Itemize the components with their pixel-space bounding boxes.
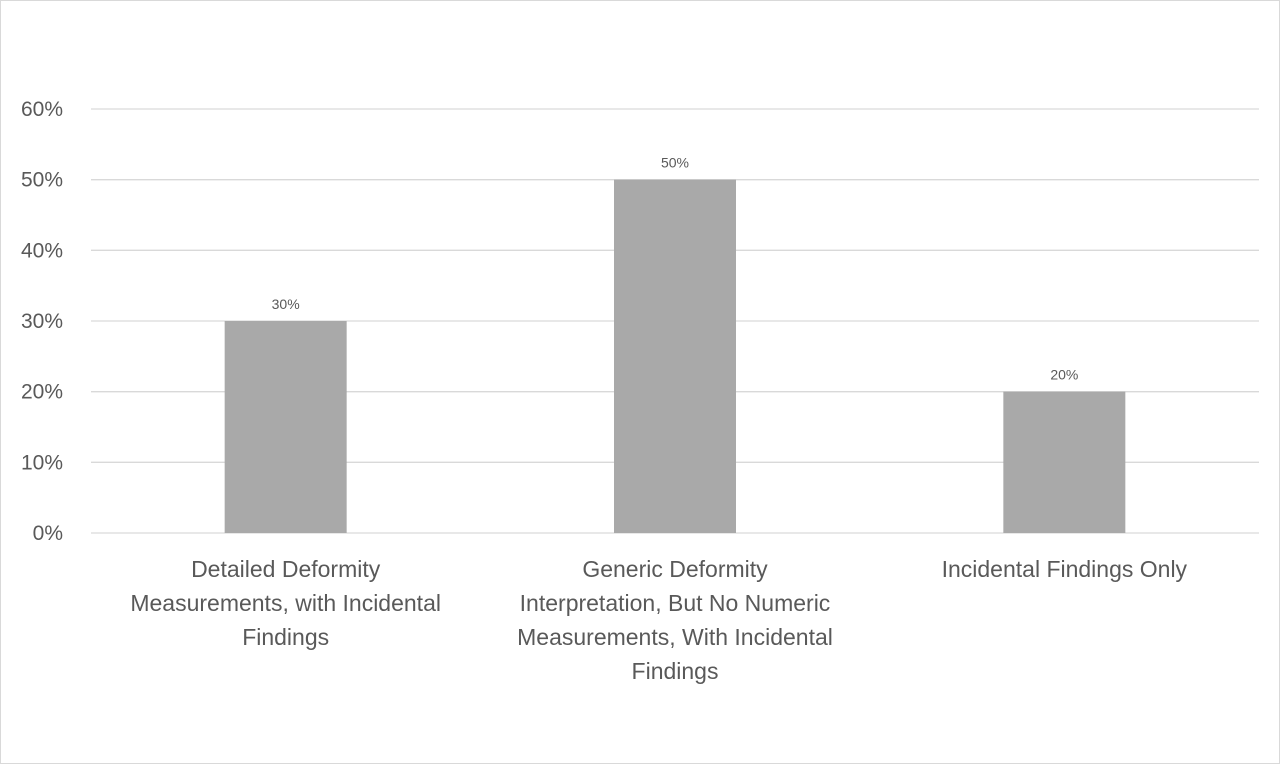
y-tick-label: 0% [33,522,63,545]
y-tick-label: 40% [21,239,63,262]
bar-1 [224,321,347,533]
x-category-label-line: Detailed Deformity [191,556,381,582]
y-tick-label: 10% [21,451,63,474]
x-category-label: Generic Deformity Interpretation, But No … [517,556,833,684]
y-tick-label: 50% [21,169,63,192]
y-axis-ticks: 0% 10% 20% 30% 40% 50% 60% [21,98,63,545]
x-axis-labels: Detailed Deformity Measurements, with Inc… [130,556,1187,684]
x-category-label-line: Interpretation, But No Numeric [520,590,831,616]
bars [224,179,1126,533]
x-category-label-line: Measurements, with Incidental [130,590,441,616]
y-tick-label: 30% [21,310,63,333]
x-category-label-line: Measurements, With Incidental [517,624,833,650]
x-category-label: Detailed Deformity Measurements, with Inc… [130,556,441,650]
x-category-label-line: Findings [242,624,329,650]
bar-3 [1003,391,1126,533]
data-labels: 30% 50% 20% [272,155,1079,383]
x-category-label-line: Findings [632,658,719,684]
x-category-label-line: Generic Deformity [582,556,768,582]
x-category-label: Incidental Findings Only [942,556,1188,582]
x-category-label-line: Incidental Findings Only [942,556,1188,582]
data-label: 20% [1050,367,1078,383]
y-tick-label: 20% [21,381,63,404]
data-label: 50% [661,155,689,171]
data-label: 30% [272,296,300,312]
y-tick-label: 60% [21,98,63,121]
bar-2 [614,179,736,533]
